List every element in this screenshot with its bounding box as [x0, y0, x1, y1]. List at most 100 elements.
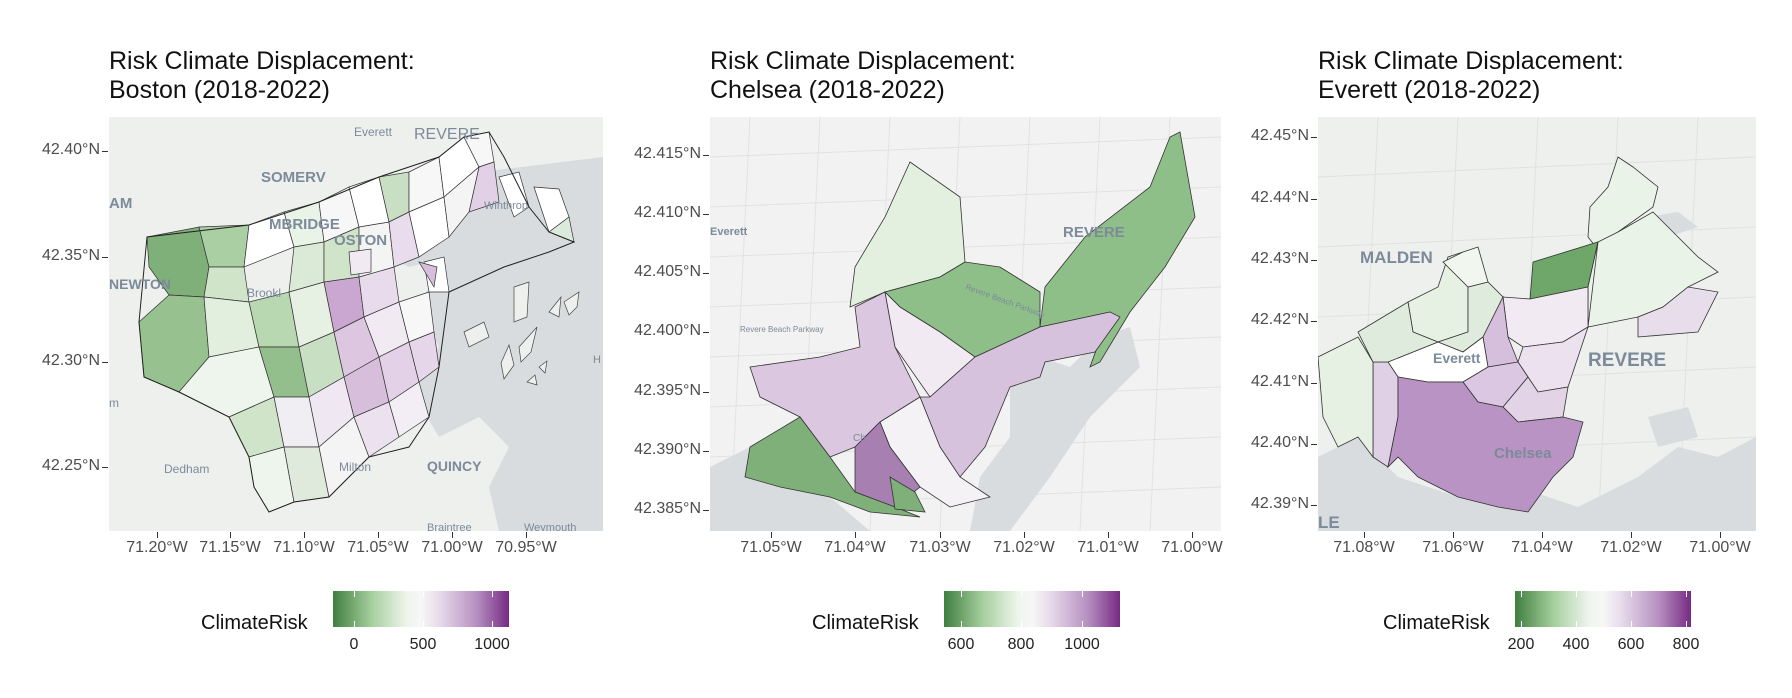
chelsea-map-svg: Everett REVERE Revere Beach Parkway Reve…	[710, 117, 1221, 531]
y-tick-label: 42.400°N	[634, 322, 701, 339]
legend-tick	[1576, 621, 1578, 627]
panel-chelsea: Risk Climate Displacement: Chelsea (2018…	[610, 0, 1223, 698]
place-label: m	[109, 396, 119, 410]
y-tick-mark	[102, 467, 108, 469]
place-label: SOMERV	[261, 169, 326, 186]
y-tick-label: 42.30°N	[42, 352, 100, 369]
legend-tick	[354, 591, 356, 597]
x-tick-mark	[1453, 532, 1455, 538]
legend-tick	[423, 591, 425, 597]
panel-boston: Risk Climate Displacement: Boston (2018-…	[0, 0, 610, 698]
x-tick-mark	[855, 532, 857, 538]
legend-tick	[492, 621, 494, 627]
y-tick-label: 42.410°N	[634, 204, 701, 221]
legend-tick	[1021, 621, 1023, 627]
y-tick-mark	[703, 155, 709, 157]
x-tick-label: 71.03°W	[909, 539, 971, 556]
everett-map-svg: MALDEN Everett REVERE Chelsea LE	[1318, 117, 1756, 531]
legend-tick	[354, 621, 356, 627]
legend-tick	[1686, 591, 1688, 597]
legend-label: 600	[947, 636, 975, 653]
place-label: REVERE	[414, 126, 480, 143]
legend-title: ClimateRisk	[812, 612, 919, 634]
x-tick-mark	[452, 532, 454, 538]
legend-tick	[1021, 591, 1023, 597]
legend-title: ClimateRisk	[1383, 612, 1490, 634]
legend-tick	[1082, 621, 1084, 627]
legend-colorbar	[944, 591, 1120, 627]
place-label: LE	[1318, 513, 1340, 531]
y-tick-mark	[1311, 505, 1317, 507]
place-label: H	[593, 354, 601, 366]
x-tick-label: 71.20°W	[126, 539, 188, 556]
place-label: REVERE	[1588, 350, 1666, 371]
x-tick-label: 71.02°W	[993, 539, 1055, 556]
legend-label: 200	[1507, 636, 1535, 653]
y-tick-mark	[703, 332, 709, 334]
y-tick-mark	[1311, 260, 1317, 262]
legend-tick	[423, 621, 425, 627]
legend-label: 600	[1617, 636, 1645, 653]
place-label: AM	[109, 195, 132, 212]
x-tick-label: 71.08°W	[1333, 539, 1395, 556]
x-tick-mark	[1631, 532, 1633, 538]
place-label: Milton	[339, 460, 371, 474]
x-tick-label: 71.15°W	[199, 539, 261, 556]
y-tick-mark	[1311, 321, 1317, 323]
legend-label: 0	[349, 636, 359, 653]
y-tick-label: 42.390°N	[634, 441, 701, 458]
map-chelsea[interactable]: Everett REVERE Revere Beach Parkway Reve…	[710, 117, 1221, 531]
y-tick-label: 42.40°N	[42, 141, 100, 158]
x-tick-label: 71.10°W	[273, 539, 335, 556]
legend-colorbar	[1515, 591, 1691, 627]
place-label: Everett	[1433, 350, 1481, 366]
y-tick-mark	[1311, 199, 1317, 201]
legend-label: 800	[1007, 636, 1035, 653]
y-tick-mark	[703, 392, 709, 394]
panel-title-line2: Chelsea (2018-2022)	[710, 76, 945, 104]
x-tick-mark	[1024, 532, 1026, 538]
map-everett[interactable]: MALDEN Everett REVERE Chelsea LE	[1318, 117, 1756, 531]
place-label: Everett	[354, 125, 393, 139]
panel-title: Risk Climate Displacement: Boston (2018-…	[109, 47, 415, 105]
legend-label: 500	[409, 636, 437, 653]
y-tick-label: 42.405°N	[634, 263, 701, 280]
panel-title-line1: Risk Climate Displacement:	[109, 47, 415, 75]
x-tick-mark	[771, 532, 773, 538]
panel-title-line1: Risk Climate Displacement:	[710, 47, 1016, 75]
x-tick-mark	[1720, 532, 1722, 538]
y-tick-mark	[1311, 383, 1317, 385]
panel-title-line2: Boston (2018-2022)	[109, 76, 330, 104]
place-label: Brookl	[247, 286, 281, 300]
place-label: OSTON	[334, 232, 387, 249]
x-tick-label: 71.02°W	[1600, 539, 1662, 556]
x-tick-label: 71.04°W	[824, 539, 886, 556]
y-tick-mark	[703, 451, 709, 453]
legend-label: 1000	[474, 636, 510, 653]
panel-title-line1: Risk Climate Displacement:	[1318, 47, 1624, 75]
y-tick-label: 42.45°N	[1251, 127, 1309, 144]
legend-tick	[1082, 591, 1084, 597]
place-label: QUINCY	[427, 458, 482, 474]
place-label: Dedham	[164, 462, 209, 476]
legend-tick	[1686, 621, 1688, 627]
place-label: MALDEN	[1360, 248, 1433, 267]
x-tick-mark	[304, 532, 306, 538]
panel-everett: Risk Climate Displacement: Everett (2018…	[1220, 0, 1792, 698]
x-tick-mark	[378, 532, 380, 538]
y-tick-label: 42.40°N	[1251, 434, 1309, 451]
legend-label: 800	[1672, 636, 1700, 653]
y-tick-mark	[703, 214, 709, 216]
y-tick-mark	[1311, 137, 1317, 139]
place-label: Braintree	[427, 522, 472, 531]
x-tick-label: 71.01°W	[1077, 539, 1139, 556]
place-label: Weymouth	[524, 522, 576, 531]
legend-tick	[1521, 591, 1523, 597]
legend-colorbar	[333, 591, 509, 627]
legend-tick	[1576, 591, 1578, 597]
boston-map-svg: Everett REVERE SOMERV Winthrop AM MBRIDG…	[109, 117, 603, 531]
y-tick-label: 42.39°N	[1251, 495, 1309, 512]
map-boston[interactable]: Everett REVERE SOMERV Winthrop AM MBRIDG…	[109, 117, 603, 531]
y-tick-label: 42.25°N	[42, 457, 100, 474]
place-label: Ch	[853, 433, 866, 444]
